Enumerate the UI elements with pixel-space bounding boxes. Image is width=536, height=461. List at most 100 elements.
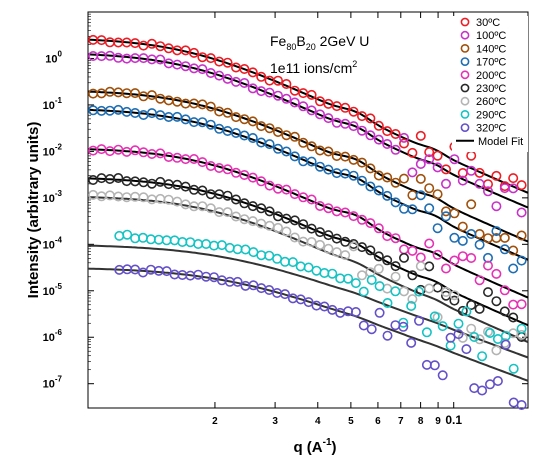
data-point — [340, 207, 351, 218]
data-point — [256, 203, 267, 214]
data-point — [197, 64, 208, 75]
data-point — [314, 109, 325, 120]
data-point — [323, 164, 334, 175]
data-point — [374, 281, 385, 292]
data-point — [449, 255, 460, 266]
data-point — [247, 67, 258, 78]
fit-curve — [87, 267, 529, 382]
legend-fit-label: Model Fit — [478, 136, 523, 148]
data-point — [122, 229, 133, 240]
data-point — [440, 211, 451, 222]
y-tick-label: 10-5 — [43, 282, 63, 298]
data-point — [390, 233, 401, 244]
data-point — [350, 306, 361, 317]
data-point — [424, 154, 435, 165]
data-point — [197, 157, 208, 168]
data-point — [295, 261, 306, 272]
data-point — [516, 323, 527, 334]
data-point — [373, 251, 384, 262]
data-point — [311, 265, 322, 276]
data-point — [222, 107, 233, 118]
data-point — [272, 90, 283, 101]
data-point — [516, 255, 527, 266]
data-point — [323, 203, 334, 214]
data-point — [264, 123, 275, 134]
data-points — [88, 34, 527, 410]
data-point — [516, 299, 527, 310]
data-point — [499, 285, 510, 296]
data-point — [366, 274, 377, 285]
y-axis-label: Intensity (arbitrary units) — [25, 122, 42, 299]
data-point — [398, 286, 409, 297]
data-point — [205, 119, 216, 130]
data-point — [449, 208, 460, 219]
data-point — [466, 199, 477, 210]
data-point — [88, 175, 99, 186]
data-point — [461, 306, 472, 317]
data-point — [516, 230, 527, 241]
data-point — [453, 329, 464, 340]
data-point — [457, 235, 468, 246]
data-point — [407, 245, 418, 256]
data-point — [256, 71, 267, 82]
data-point — [180, 181, 191, 192]
legend-label: 170ºC — [476, 57, 506, 69]
data-point — [323, 230, 334, 241]
annotation-line2: 1e11 ions/cm2 — [270, 59, 357, 76]
x-tick-label: 3 — [272, 416, 278, 427]
data-point — [340, 102, 351, 113]
data-point — [474, 178, 485, 189]
data-point — [466, 165, 477, 176]
data-point — [382, 330, 393, 341]
x-tick-label: 4 — [315, 416, 321, 427]
data-point — [356, 214, 367, 225]
data-point — [415, 261, 426, 272]
data-point — [247, 172, 258, 183]
data-point — [390, 197, 401, 208]
data-point — [323, 243, 334, 254]
data-point — [350, 278, 361, 289]
data-point — [222, 57, 233, 68]
data-point — [281, 93, 292, 104]
data-point — [272, 222, 283, 233]
data-point — [314, 227, 325, 238]
data-point — [424, 283, 435, 294]
data-point — [457, 175, 468, 186]
legend-marker — [460, 70, 470, 80]
data-point — [319, 267, 330, 278]
data-point — [374, 307, 385, 318]
data-point — [466, 150, 477, 161]
data-point — [382, 139, 393, 150]
data-point — [421, 327, 432, 338]
data-point — [390, 320, 401, 331]
data-point — [358, 320, 369, 331]
data-point — [516, 329, 527, 340]
data-point — [289, 131, 300, 142]
x-tick-label: 5 — [348, 416, 354, 427]
data-point — [222, 190, 233, 201]
legend-marker — [460, 30, 470, 40]
data-point — [306, 194, 317, 205]
data-point — [340, 250, 351, 261]
data-point — [319, 301, 330, 312]
data-point — [432, 162, 443, 173]
data-point — [88, 88, 99, 99]
data-point — [445, 332, 456, 343]
data-point — [491, 226, 502, 237]
data-point — [279, 289, 290, 300]
data-point — [407, 167, 418, 178]
legend-label: 100ºC — [476, 30, 506, 42]
data-point — [298, 101, 309, 112]
data-point — [289, 151, 300, 162]
data-point — [382, 255, 393, 266]
data-point — [424, 261, 435, 272]
data-point — [224, 242, 235, 253]
data-point — [365, 163, 376, 174]
data-point — [482, 233, 493, 244]
data-point — [440, 263, 451, 274]
legend-marker — [460, 57, 470, 66]
data-point — [163, 95, 174, 106]
data-point — [457, 305, 468, 316]
data-point — [449, 232, 460, 243]
